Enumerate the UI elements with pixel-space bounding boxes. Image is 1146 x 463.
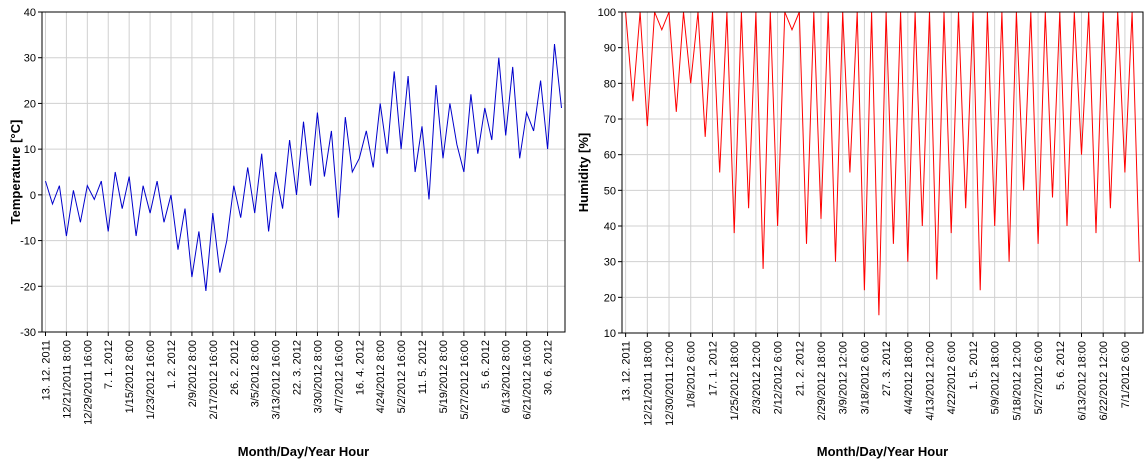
y-tick-label: 100 <box>598 7 616 19</box>
x-tick-label: 26. 2. 2012 <box>229 340 241 395</box>
x-tick-label: 1/15/2012 8:00 <box>124 340 136 413</box>
x-axis-title: Month/Day/Year Hour <box>238 444 369 459</box>
x-tick-label: 4/24/2012 8:00 <box>375 340 387 413</box>
x-tick-label: 6/21/2012 16:00 <box>522 340 534 420</box>
x-tick-label: 1/23/2012 16:00 <box>145 340 157 420</box>
x-tick-label: 5/2/2012 16:00 <box>396 340 408 413</box>
x-tick-label: 3/5/2012 8:00 <box>250 340 262 407</box>
x-tick-label: 22. 3. 2012 <box>292 340 304 395</box>
x-tick-label: 3/13/2012 16:00 <box>271 340 283 420</box>
data-line <box>45 43 562 291</box>
x-tick-label: 11. 5. 2012 <box>417 340 429 394</box>
plot-frame <box>41 11 566 333</box>
x-tick-label: 5/19/2012 8:00 <box>438 340 450 413</box>
y-axis-title: Humidity [%] <box>576 133 591 212</box>
x-tick-label: 12/30/2011 12:00 <box>664 341 676 426</box>
y-tick-label: -20 <box>20 281 36 293</box>
x-tick-label: 13. 12. 2011 <box>621 341 633 401</box>
x-tick-label: 4/4/2012 18:00 <box>903 341 915 414</box>
y-tick-label: 60 <box>604 150 616 162</box>
x-tick-label: 7/1/2012 6:00 <box>1120 341 1132 408</box>
x-tick-label: 6/13/2012 8:00 <box>501 340 513 413</box>
y-tick-label: 30 <box>24 53 36 65</box>
x-tick-label: 5. 6. 2012 <box>1055 341 1067 390</box>
x-tick-label: 7. 1. 2012 <box>103 340 115 389</box>
y-tick-label: 70 <box>604 114 616 126</box>
x-tick-label: 1/8/2012 6:00 <box>686 341 698 408</box>
y-tick-label: 30 <box>604 257 616 269</box>
x-tick-label: 2/29/2012 18:00 <box>816 341 828 421</box>
x-tick-label: 16. 4. 2012 <box>354 340 366 395</box>
y-tick-label: 40 <box>24 7 36 19</box>
x-tick-label: 2/12/2012 6:00 <box>773 341 785 414</box>
x-tick-label: 4/7/2012 16:00 <box>333 340 345 413</box>
x-tick-label: 5/9/2012 18:00 <box>990 341 1002 414</box>
y-tick-label: 10 <box>24 144 36 156</box>
x-tick-label: 4/13/2012 12:00 <box>925 341 937 421</box>
x-tick-label: 5/27/2012 16:00 <box>459 340 471 420</box>
y-tick-label: -10 <box>20 236 36 248</box>
data-line <box>625 11 1140 316</box>
x-tick-label: 5. 6. 2012 <box>480 340 492 389</box>
x-tick-label: 12/21/2011 18:00 <box>642 341 654 426</box>
y-tick-label: 80 <box>604 78 616 90</box>
x-tick-label: 6/22/2012 12:00 <box>1098 341 1110 421</box>
x-tick-label: 3/18/2012 6:00 <box>859 341 871 414</box>
y-tick-label: 0 <box>30 190 36 202</box>
x-tick-label: 4/22/2012 6:00 <box>946 341 958 414</box>
x-tick-label: 12/21/2011 8:00 <box>61 340 73 419</box>
y-tick-label: 20 <box>24 98 36 110</box>
x-tick-label: 2/3/2012 12:00 <box>751 341 763 414</box>
x-tick-label: 17. 1. 2012 <box>707 341 719 396</box>
x-tick-label: 13. 12. 2011 <box>40 340 52 400</box>
y-tick-label: 90 <box>604 43 616 55</box>
y-tick-label: -30 <box>20 327 36 339</box>
x-tick-label: 5/18/2012 12:00 <box>1011 341 1023 421</box>
x-tick-label: 1. 2. 2012 <box>166 340 178 389</box>
x-tick-label: 30. 6. 2012 <box>543 340 555 395</box>
x-tick-label: 1/25/2012 18:00 <box>729 341 741 421</box>
x-tick-label: 27. 3. 2012 <box>881 341 893 396</box>
y-axis-title: Temperature [°C] <box>8 120 23 225</box>
y-tick-label: 50 <box>604 185 616 197</box>
y-tick-label: 20 <box>604 292 616 304</box>
x-tick-label: 12/29/2011 16:00 <box>82 340 94 425</box>
x-tick-label: 6/13/2012 18:00 <box>1076 341 1088 421</box>
y-tick-label: 40 <box>604 221 616 233</box>
x-tick-label: 2/9/2012 8:00 <box>187 340 199 407</box>
x-tick-label: 3/9/2012 12:00 <box>838 341 850 414</box>
x-tick-label: 2/17/2012 16:00 <box>208 340 220 420</box>
x-axis-title: Month/Day/Year Hour <box>817 444 948 459</box>
x-tick-label: 3/30/2012 8:00 <box>312 340 324 413</box>
plot-frame <box>621 11 1144 334</box>
x-tick-label: 5/27/2012 6:00 <box>1033 341 1045 414</box>
x-tick-label: 1. 5. 2012 <box>968 341 980 390</box>
y-tick-label: 10 <box>604 328 616 340</box>
x-tick-label: 21. 2. 2012 <box>794 341 806 396</box>
